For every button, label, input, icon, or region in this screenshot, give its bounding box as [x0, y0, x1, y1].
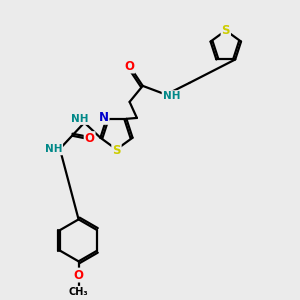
Text: NH: NH [45, 144, 62, 154]
Text: O: O [124, 59, 135, 73]
Text: S: S [221, 24, 230, 37]
Text: N: N [99, 111, 109, 124]
Text: CH₃: CH₃ [69, 287, 88, 297]
Text: S: S [112, 144, 121, 158]
Text: O: O [85, 132, 94, 145]
Text: O: O [74, 268, 84, 282]
Text: NH: NH [71, 114, 89, 124]
Text: NH: NH [163, 91, 180, 101]
